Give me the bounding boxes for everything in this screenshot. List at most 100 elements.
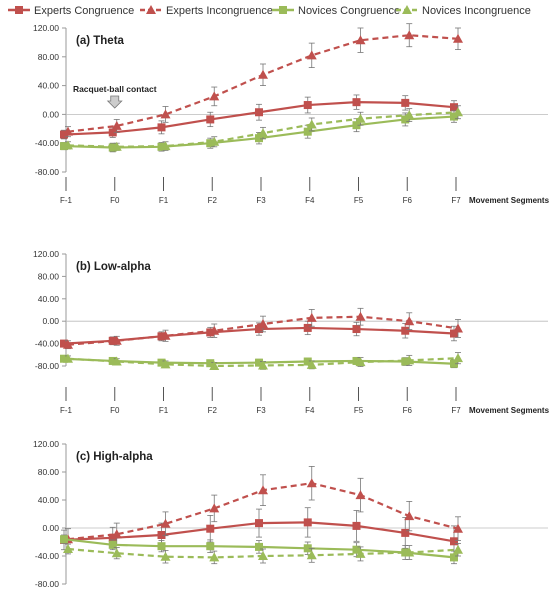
- x-axis-label: Movement Segments: [469, 196, 550, 205]
- data-point-triangle: [404, 30, 415, 40]
- y-tick-label: 80.00: [38, 271, 60, 281]
- data-point-square: [255, 519, 263, 528]
- data-point-triangle: [404, 355, 415, 365]
- x-tick-label: F3: [256, 196, 266, 205]
- data-point-square: [303, 357, 312, 366]
- data-point-square: [206, 542, 215, 551]
- data-point-triangle: [209, 503, 220, 513]
- data-point-square: [157, 123, 166, 132]
- data-point-square: [401, 528, 410, 537]
- x-tick-label: F-1: [60, 196, 73, 205]
- x-tick-label: F1: [159, 196, 169, 205]
- data-point-triangle: [160, 359, 171, 369]
- data-point-triangle: [258, 319, 268, 328]
- y-tick-label: 80.00: [38, 52, 60, 62]
- y-tick-label: -80.00: [35, 579, 59, 589]
- annotation-label: Racquet-ball contact: [73, 84, 157, 94]
- legend-marker-square: [15, 6, 23, 14]
- data-point-triangle: [453, 323, 463, 333]
- data-point-square: [450, 112, 458, 121]
- panel-title: (a) Theta: [76, 35, 125, 47]
- legend-item: Novices Congruence: [272, 5, 400, 17]
- data-point-triangle: [160, 518, 171, 528]
- data-point-triangle: [306, 312, 317, 322]
- legend-label: Novices Congruence: [298, 5, 400, 17]
- x-tick-label: F7: [451, 406, 461, 415]
- data-point-triangle: [355, 490, 366, 500]
- data-point-triangle: [258, 485, 268, 495]
- data-point-triangle: [355, 113, 366, 123]
- data-point-triangle: [160, 551, 171, 561]
- data-point-square: [303, 323, 312, 332]
- chart-panel: 120.00 80.00 40.00 0.00 -40.00 -80.00 (b) Low-…: [33, 249, 550, 415]
- data-point-triangle: [160, 141, 171, 151]
- y-tick-label: -40.00: [35, 551, 59, 561]
- data-point-square: [352, 356, 361, 365]
- data-point-square: [60, 142, 68, 151]
- data-point-triangle: [355, 548, 366, 558]
- data-point-triangle: [111, 356, 122, 366]
- data-point-triangle: [404, 110, 415, 120]
- legend-item: Experts Congruence: [8, 5, 134, 17]
- x-tick-label: F0: [110, 196, 120, 205]
- data-point-square: [401, 326, 410, 335]
- data-point-triangle: [63, 126, 73, 136]
- data-point-triangle: [209, 552, 220, 562]
- x-tick-label: F4: [305, 196, 315, 205]
- data-point-triangle: [404, 316, 415, 326]
- data-point-square: [401, 548, 410, 557]
- y-tick-label: 120.00: [33, 249, 59, 259]
- x-tick-label: F2: [208, 196, 218, 205]
- data-point-square: [352, 521, 361, 530]
- data-point-triangle: [258, 551, 268, 560]
- down-arrow-icon: [106, 95, 123, 109]
- y-tick-label: -80.00: [35, 361, 59, 371]
- x-tick-label: F4: [305, 406, 315, 415]
- x-tick-label: F-1: [60, 406, 73, 415]
- series-line: [67, 315, 459, 346]
- data-point-triangle: [63, 353, 73, 363]
- x-tick-label: F5: [354, 196, 364, 205]
- data-point-triangle: [306, 50, 317, 60]
- data-point-square: [255, 325, 263, 334]
- x-tick-label: F3: [256, 406, 266, 415]
- data-point-triangle: [111, 335, 122, 345]
- data-point-triangle: [209, 361, 220, 370]
- x-tick-label: F7: [451, 196, 461, 205]
- y-tick-label: -80.00: [35, 167, 59, 177]
- data-point-triangle: [111, 548, 122, 558]
- y-tick-label: 0.00: [42, 316, 59, 326]
- data-point-triangle: [404, 511, 415, 521]
- data-point-triangle: [209, 91, 220, 101]
- data-point-square: [352, 325, 361, 334]
- data-point-square: [206, 115, 215, 124]
- data-point-triangle: [63, 339, 73, 349]
- data-point-triangle: [111, 120, 122, 130]
- y-tick-label: 40.00: [38, 81, 60, 91]
- data-point-square: [206, 328, 215, 337]
- data-point-square: [60, 339, 68, 348]
- data-point-square: [108, 540, 117, 549]
- y-tick-label: 120.00: [33, 23, 59, 33]
- x-tick-label: F0: [110, 406, 120, 415]
- x-tick-label: F1: [159, 406, 169, 415]
- x-tick-label: F5: [354, 406, 364, 415]
- data-point-square: [157, 531, 166, 539]
- y-tick-label: 0.00: [42, 523, 59, 533]
- series: [63, 307, 463, 350]
- x-tick-label: F6: [403, 406, 413, 415]
- series: [63, 23, 463, 138]
- data-point-triangle: [453, 353, 463, 363]
- y-tick-label: -40.00: [35, 339, 59, 349]
- data-point-square: [255, 358, 263, 367]
- data-point-square: [303, 101, 312, 110]
- data-point-square: [60, 535, 68, 544]
- data-point-triangle: [306, 119, 317, 129]
- data-point-square: [255, 134, 263, 143]
- x-axis-label: Movement Segments: [469, 406, 550, 415]
- data-point-triangle: [209, 136, 220, 146]
- panel-title: (c) High-alpha: [76, 451, 153, 463]
- data-point-square: [450, 103, 458, 112]
- data-point-square: [255, 108, 263, 117]
